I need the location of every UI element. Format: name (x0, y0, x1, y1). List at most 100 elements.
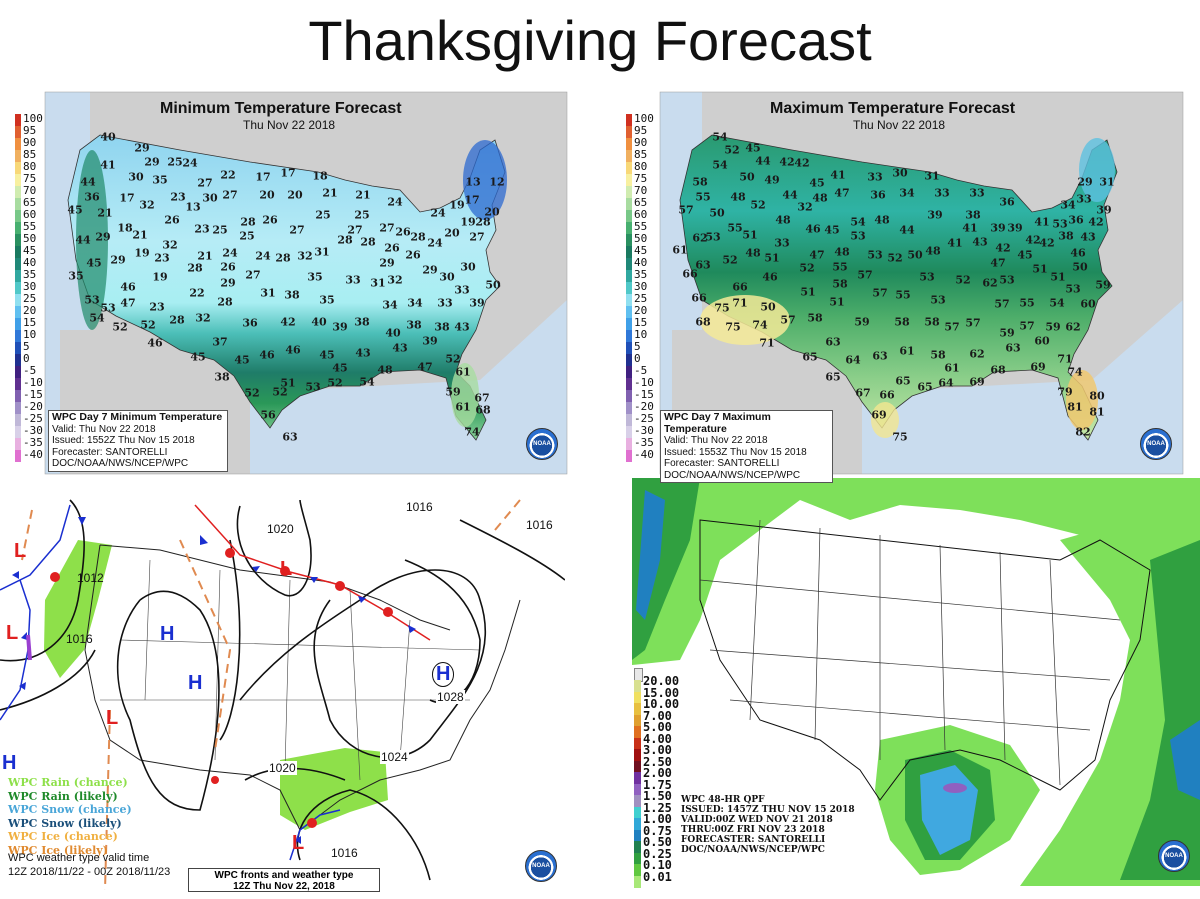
legend-entry: 90 (626, 136, 660, 150)
legend-swatch (634, 841, 641, 853)
temperature-value: 38 (214, 370, 230, 384)
temperature-value: 28 (410, 230, 426, 244)
qpf-map (632, 478, 1200, 886)
legend-label: 80 (634, 160, 648, 173)
info-org: DOC/NOAA/NWS/NCEP/WPC (664, 469, 801, 481)
temperature-value: 30 (460, 260, 476, 274)
isobar-label: 1020 (266, 522, 295, 536)
valid-time-range: 12Z 2018/11/22 - 00Z 2018/11/23 (8, 866, 171, 878)
temperature-value: 28 (240, 215, 256, 229)
legend-entry: 15 (15, 317, 49, 330)
temperature-value: 61 (455, 365, 471, 379)
legend-label: 40 (634, 256, 648, 269)
temperature-value: 40 (311, 315, 327, 329)
info-forecaster: Forecaster: SANTORELLI (664, 458, 780, 469)
legend-entry: 80 (626, 160, 660, 174)
isobar-label: 1028 (436, 690, 465, 704)
temperature-value: 55 (727, 221, 743, 235)
weather-legend-entry: WPC Snow (chance) (8, 803, 132, 816)
temperature-value: 66 (682, 267, 698, 281)
temperature-value: 31 (314, 245, 330, 259)
legend-swatch (626, 162, 632, 174)
temperature-value: 79 (1057, 385, 1073, 399)
temperature-value: 23 (194, 222, 210, 236)
temperature-value: 56 (260, 408, 276, 422)
qpf-info-line: FORECASTER: SANTORELLI (681, 835, 826, 845)
temperature-value: 57 (994, 297, 1010, 311)
temperature-value: 24 (387, 195, 403, 209)
temperature-value: 51 (280, 376, 296, 390)
legend-label: 65 (23, 196, 37, 209)
temperature-value: 21 (355, 188, 371, 202)
isobar-label: 1016 (525, 518, 554, 532)
legend-swatch (626, 282, 632, 294)
temperature-value: 54 (359, 375, 375, 389)
legend-label: 20.00 (643, 674, 680, 688)
temperature-value: 53 (705, 230, 721, 244)
legend-label: -35 (634, 436, 654, 449)
cold-front (0, 579, 31, 721)
legend-label: 65 (634, 196, 648, 209)
isobar-label: 1020 (268, 761, 297, 775)
temperature-value: 44 (899, 223, 915, 237)
temperature-value: 39 (332, 320, 348, 334)
legend-label: 75 (634, 172, 648, 185)
temperature-value: 41 (100, 158, 116, 172)
temperature-value: 48 (775, 213, 791, 227)
legend-swatch (634, 726, 641, 738)
legend-entry: -25 (15, 413, 49, 426)
temperature-value: 52 (112, 320, 128, 334)
max-map-date: Thu Nov 22 2018 (853, 118, 946, 132)
temperature-value: 75 (714, 301, 730, 315)
legend-label: 90 (634, 136, 648, 149)
temperature-value: 52 (724, 143, 740, 157)
temperature-value: 20 (484, 205, 500, 219)
temperature-value: 39 (1096, 203, 1112, 217)
temperature-value: 45 (332, 361, 348, 375)
trough (494, 499, 521, 531)
temperature-value: 54 (850, 215, 866, 229)
legend-label: 70 (23, 184, 37, 197)
temperature-value: 57 (857, 268, 873, 282)
temperature-value: 48 (925, 244, 941, 258)
qpf-info-line: DOC/NOAA/NWS/NCEP/WPC (681, 845, 825, 855)
temperature-value: 52 (722, 253, 738, 267)
temperature-value: 51 (1050, 270, 1066, 284)
temperature-value: 46 (147, 336, 163, 350)
temperature-value: 33 (454, 283, 470, 297)
temperature-value: 51 (829, 295, 845, 309)
legend-label: -5 (23, 364, 37, 377)
legend-entry: 45 (626, 245, 660, 258)
temperature-value: 33 (1076, 192, 1092, 206)
temperature-value: 55 (1019, 296, 1035, 310)
legend-label: 100 (23, 112, 43, 125)
temperature-value: 19 (134, 246, 150, 260)
temperature-value: 53 (919, 270, 935, 284)
low-pressure-marker: L (106, 707, 119, 729)
info-issued: Issued: 1553Z Thu Nov 15 2018 (664, 446, 807, 458)
temperature-value: 19 (449, 198, 465, 212)
temperature-value: 63 (1005, 341, 1021, 355)
temperature-value: 27 (469, 230, 485, 244)
temperature-value: 74 (752, 318, 768, 332)
temperature-value: 43 (1080, 230, 1096, 244)
legend-entry: 70 (15, 184, 49, 198)
temperature-value: 39 (469, 296, 485, 310)
temperature-value: 29 (134, 141, 150, 155)
legend-label: -40 (634, 448, 654, 461)
legend-entry: 30 (626, 281, 660, 294)
legend-swatch (626, 366, 632, 378)
trough (104, 709, 111, 891)
noaa-logo: NOAA (1140, 428, 1172, 460)
legend-swatch (626, 138, 632, 150)
temperature-value: 53 (1065, 282, 1081, 296)
temperature-value: 29 (1077, 175, 1093, 189)
legend-swatch (15, 246, 21, 258)
legend-entry: -10 (626, 377, 660, 390)
temperature-value: 31 (260, 286, 276, 300)
legend-label: 0.01 (643, 869, 672, 884)
info-forecaster: Forecaster: SANTORELLI (52, 446, 168, 458)
temperature-value: 17 (464, 193, 480, 207)
legend-label: -30 (23, 424, 43, 437)
qpf-info-line: WPC 48-HR QPF (681, 795, 765, 805)
